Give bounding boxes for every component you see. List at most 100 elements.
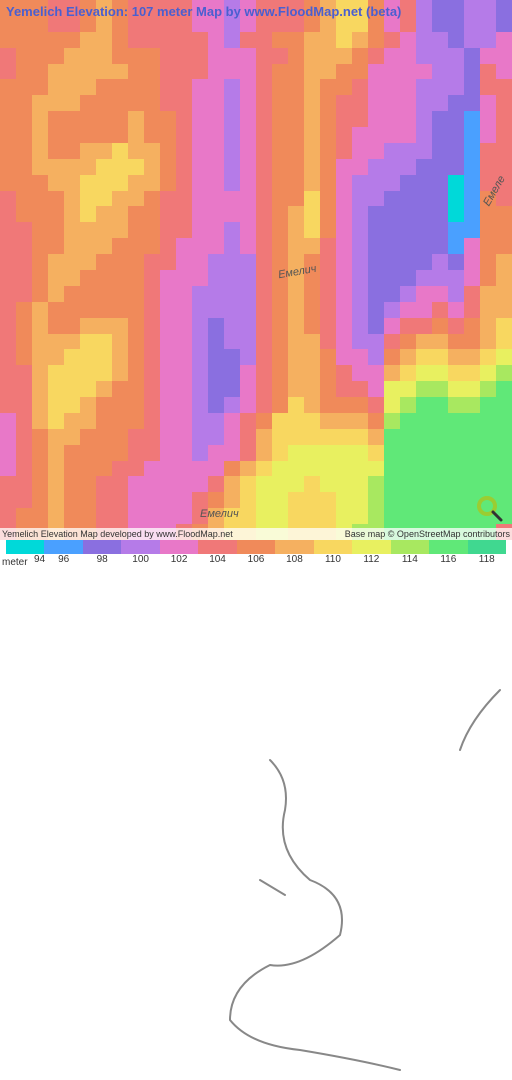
elevation-cell <box>176 79 192 95</box>
elevation-cell <box>112 32 128 48</box>
elevation-cell <box>16 508 32 524</box>
elevation-cell <box>288 191 304 207</box>
elevation-cell <box>80 302 96 318</box>
elevation-cell <box>464 302 480 318</box>
elevation-cell <box>80 175 96 191</box>
elevation-cell <box>304 445 320 461</box>
elevation-cell <box>96 413 112 429</box>
elevation-cell <box>128 238 144 254</box>
elevation-cell <box>240 445 256 461</box>
elevation-cell <box>32 445 48 461</box>
elevation-cell <box>0 334 16 350</box>
elevation-cell <box>96 64 112 80</box>
elevation-cell <box>480 79 496 95</box>
elevation-cell <box>80 191 96 207</box>
elevation-cell <box>208 461 224 477</box>
elevation-cell <box>64 461 80 477</box>
elevation-cell <box>16 461 32 477</box>
elevation-cell <box>240 429 256 445</box>
elevation-cell <box>416 413 432 429</box>
elevation-cell <box>32 286 48 302</box>
elevation-cell <box>432 429 448 445</box>
elevation-cell <box>432 349 448 365</box>
elevation-cell <box>480 349 496 365</box>
elevation-cell <box>256 175 272 191</box>
elevation-cell <box>432 445 448 461</box>
elevation-cell <box>288 64 304 80</box>
elevation-cell <box>416 349 432 365</box>
elevation-cell <box>80 111 96 127</box>
elevation-cell <box>112 64 128 80</box>
magnifier-icon[interactable] <box>476 495 504 528</box>
elevation-cell <box>48 461 64 477</box>
elevation-cell <box>112 238 128 254</box>
elevation-cell <box>144 413 160 429</box>
elevation-cell <box>144 397 160 413</box>
elevation-cell <box>208 445 224 461</box>
elevation-cell <box>384 381 400 397</box>
elevation-cell <box>384 159 400 175</box>
elevation-cell <box>32 111 48 127</box>
elevation-cell <box>400 381 416 397</box>
elevation-cell <box>416 270 432 286</box>
elevation-cell <box>336 381 352 397</box>
legend-swatch <box>314 540 352 554</box>
elevation-cell <box>416 127 432 143</box>
elevation-cell <box>64 48 80 64</box>
elevation-cell <box>80 270 96 286</box>
elevation-cell <box>480 476 496 492</box>
elevation-cell <box>192 286 208 302</box>
elevation-cell <box>144 365 160 381</box>
elevation-cell <box>192 461 208 477</box>
elevation-cell <box>480 461 496 477</box>
elevation-cell <box>176 32 192 48</box>
elevation-cell <box>464 476 480 492</box>
elevation-cell <box>16 254 32 270</box>
elevation-cell <box>432 79 448 95</box>
elevation-cell <box>176 318 192 334</box>
elevation-cell <box>272 191 288 207</box>
elevation-cell <box>384 111 400 127</box>
elevation-cell <box>144 445 160 461</box>
elevation-cell <box>48 413 64 429</box>
elevation-cell <box>432 48 448 64</box>
elevation-cell <box>448 302 464 318</box>
elevation-cell <box>384 95 400 111</box>
elevation-cell <box>400 461 416 477</box>
legend-tick: 100 <box>132 554 149 565</box>
elevation-cell <box>320 222 336 238</box>
elevation-cell <box>176 445 192 461</box>
elevation-cell <box>352 143 368 159</box>
elevation-cell <box>112 286 128 302</box>
elevation-cell <box>352 191 368 207</box>
elevation-cell <box>336 238 352 254</box>
elevation-cell <box>448 254 464 270</box>
elevation-cell <box>96 508 112 524</box>
elevation-cell <box>0 222 16 238</box>
elevation-cell <box>288 238 304 254</box>
elevation-cell <box>272 64 288 80</box>
elevation-cell <box>304 286 320 302</box>
elevation-cell <box>224 334 240 350</box>
elevation-cell <box>352 429 368 445</box>
elevation-cell <box>112 476 128 492</box>
elevation-cell <box>320 429 336 445</box>
elevation-cell <box>16 64 32 80</box>
elevation-cell <box>352 349 368 365</box>
elevation-cell <box>272 397 288 413</box>
elevation-cell <box>496 222 512 238</box>
elevation-cell <box>272 413 288 429</box>
elevation-cell <box>416 254 432 270</box>
elevation-cell <box>416 79 432 95</box>
elevation-cell <box>64 397 80 413</box>
elevation-cell <box>304 492 320 508</box>
elevation-cell <box>96 381 112 397</box>
elevation-cell <box>208 318 224 334</box>
elevation-cell <box>320 476 336 492</box>
elevation-cell <box>448 127 464 143</box>
elevation-cell <box>176 143 192 159</box>
elevation-cell <box>320 334 336 350</box>
elevation-cell <box>112 492 128 508</box>
elevation-cell <box>432 159 448 175</box>
elevation-cell <box>368 254 384 270</box>
